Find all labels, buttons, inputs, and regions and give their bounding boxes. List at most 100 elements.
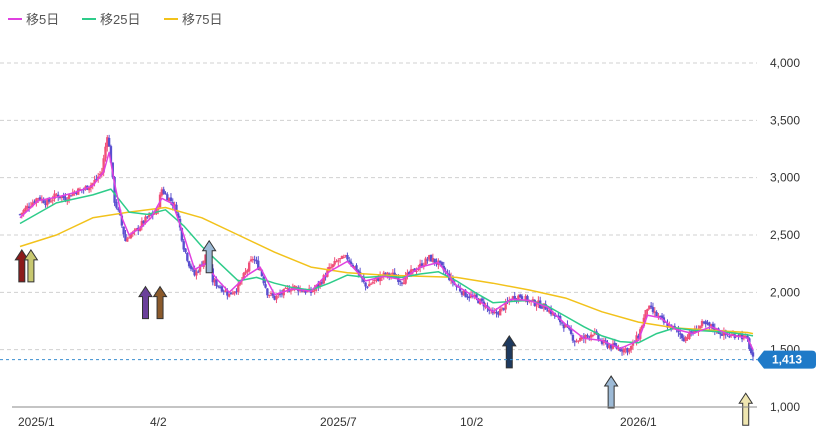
candle-body xyxy=(497,312,500,315)
candle-body xyxy=(704,321,707,325)
candle-body xyxy=(213,279,216,283)
candle-body xyxy=(317,283,320,287)
candle-body xyxy=(464,290,467,298)
current-price-label: 1,413 xyxy=(772,353,802,367)
candle-body xyxy=(426,259,429,261)
candle-body xyxy=(284,287,287,289)
candle-body xyxy=(442,265,445,271)
candle-body xyxy=(349,261,353,265)
candle-body xyxy=(315,284,318,289)
candle-body xyxy=(351,264,355,267)
candle-body xyxy=(75,191,78,194)
candle-body xyxy=(226,291,229,296)
candle-body xyxy=(278,293,282,295)
candle-body xyxy=(135,228,138,231)
candle-body xyxy=(682,338,686,342)
candle-body xyxy=(680,334,684,339)
candle-body xyxy=(182,241,185,250)
candle-body xyxy=(44,203,47,205)
candle-body xyxy=(719,333,722,335)
candle-body xyxy=(304,290,307,293)
candle-body xyxy=(660,315,664,318)
candle-body xyxy=(120,215,124,226)
candle-body xyxy=(637,335,640,339)
candle-body xyxy=(584,334,587,339)
candle-body xyxy=(218,287,222,289)
candle-body xyxy=(69,195,73,197)
candle-body xyxy=(548,309,551,313)
candle-body xyxy=(149,214,153,216)
candle-body xyxy=(406,272,409,276)
candle-body xyxy=(202,260,205,267)
candle-body xyxy=(364,282,367,287)
candle-body xyxy=(666,323,669,328)
candle-body xyxy=(318,281,322,286)
candle-body xyxy=(140,220,144,228)
candle-body xyxy=(64,197,67,201)
candle-body xyxy=(184,248,187,253)
candle-body xyxy=(477,298,480,304)
candle-body xyxy=(517,295,520,301)
candle-body xyxy=(431,258,435,263)
candle-body xyxy=(573,341,576,343)
candle-body xyxy=(433,258,436,263)
ma5-line xyxy=(19,151,754,351)
candle-body xyxy=(20,212,24,215)
axes: 1,0001,5002,0002,5003,0003,5004,0002025/… xyxy=(0,56,816,429)
candle-body xyxy=(122,226,125,235)
candle-body xyxy=(424,258,427,266)
candle-body xyxy=(739,333,742,337)
signal-arrow xyxy=(14,248,30,283)
candle-body xyxy=(220,286,224,292)
grid-layer xyxy=(0,62,757,351)
candle-body xyxy=(87,187,91,191)
candle-body xyxy=(91,183,94,186)
candle-body xyxy=(47,198,51,202)
candle-body xyxy=(617,347,620,350)
candle-body xyxy=(408,271,411,275)
candle-body xyxy=(631,341,635,346)
candle-body xyxy=(302,291,305,293)
candle-body xyxy=(33,201,36,203)
candle-body xyxy=(235,291,238,293)
candle-body xyxy=(475,294,478,298)
candle-body xyxy=(38,197,42,201)
signal-arrow xyxy=(201,239,217,274)
moving-averages xyxy=(19,151,754,351)
candle-body xyxy=(679,333,682,335)
candle-body xyxy=(173,204,176,206)
candle-body xyxy=(646,308,649,311)
candle-body xyxy=(466,296,469,298)
candle-body xyxy=(124,234,127,242)
candle-body xyxy=(568,327,571,330)
candle-body xyxy=(46,199,49,206)
x-tick-label: 2026/1 xyxy=(620,415,657,429)
candle-body xyxy=(418,263,422,268)
candle-body xyxy=(673,326,676,328)
candle-body xyxy=(313,288,316,292)
candle-body xyxy=(684,337,687,342)
candle-body xyxy=(189,265,193,269)
candle-body xyxy=(400,282,404,284)
candle-body xyxy=(231,293,235,295)
candle-body xyxy=(702,322,706,324)
candle-body xyxy=(699,325,702,329)
candle-body xyxy=(22,210,25,214)
candle-body xyxy=(597,334,600,340)
candle-body xyxy=(524,295,527,302)
candle-body xyxy=(575,340,578,342)
candle-body xyxy=(651,307,655,313)
candle-body xyxy=(175,204,178,214)
candle-body xyxy=(624,348,627,350)
candle-body xyxy=(473,294,476,297)
candle-body xyxy=(229,292,233,295)
candle-body xyxy=(480,298,484,301)
candle-body xyxy=(35,198,38,204)
candle-body xyxy=(722,330,726,336)
candle-body xyxy=(518,294,522,298)
candle-body xyxy=(428,255,431,260)
candle-body xyxy=(266,288,269,296)
candle-body xyxy=(373,279,376,282)
candle-body xyxy=(709,324,713,327)
